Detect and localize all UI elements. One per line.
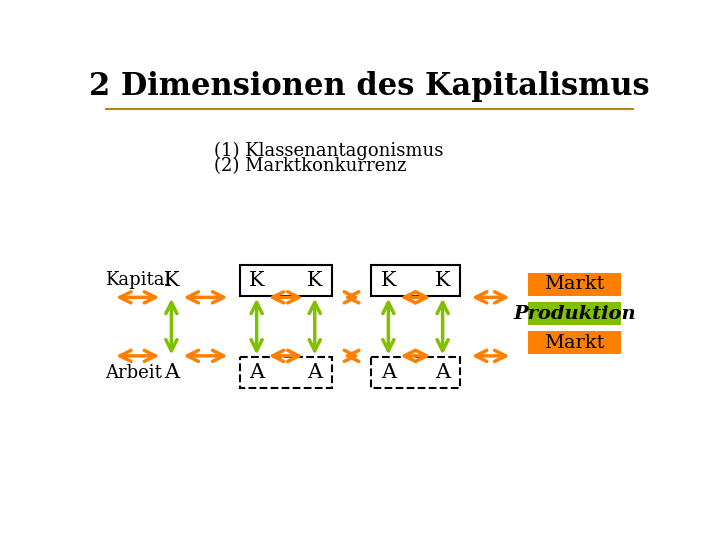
Text: (1) Klassenantagonismus: (1) Klassenantagonismus bbox=[214, 142, 444, 160]
Bar bbox=[528, 302, 621, 325]
Bar bbox=[528, 273, 621, 296]
Text: 2 Dimensionen des Kapitalismus: 2 Dimensionen des Kapitalismus bbox=[89, 71, 649, 102]
Text: K: K bbox=[163, 271, 179, 290]
Text: K: K bbox=[249, 271, 264, 290]
Text: (2) Marktkonkurrenz: (2) Marktkonkurrenz bbox=[214, 157, 407, 175]
Text: Arbeit: Arbeit bbox=[106, 364, 163, 382]
Text: Markt: Markt bbox=[544, 334, 605, 352]
Text: K: K bbox=[381, 271, 396, 290]
Bar bbox=[240, 265, 332, 296]
Text: K: K bbox=[307, 271, 323, 290]
Text: Markt: Markt bbox=[544, 275, 605, 293]
Text: A: A bbox=[307, 363, 323, 382]
Text: K: K bbox=[435, 271, 451, 290]
Bar bbox=[372, 357, 459, 388]
Text: Kapital: Kapital bbox=[106, 272, 171, 289]
Text: A: A bbox=[249, 363, 264, 382]
Bar bbox=[528, 331, 621, 354]
Text: A: A bbox=[381, 363, 396, 382]
Bar bbox=[372, 265, 459, 296]
Text: A: A bbox=[435, 363, 450, 382]
Bar bbox=[240, 357, 332, 388]
Text: Produktion: Produktion bbox=[513, 305, 636, 322]
Text: A: A bbox=[164, 363, 179, 382]
